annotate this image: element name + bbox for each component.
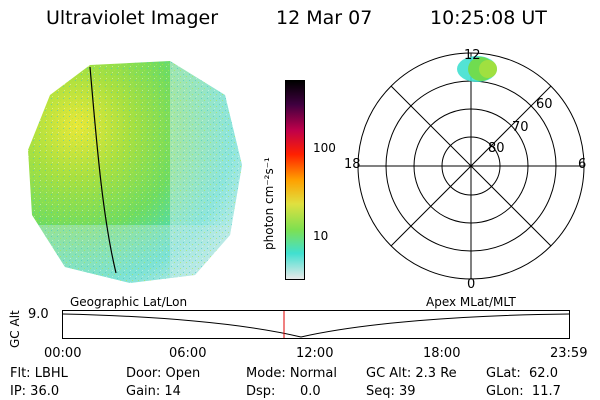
altitude-curve <box>63 313 569 338</box>
timeline-plot <box>62 310 570 339</box>
mode-info: Mode: Normal <box>246 366 337 381</box>
door-info: Door: Open <box>126 366 201 381</box>
glat-info: GLat: 62.0 <box>486 366 558 381</box>
timeline-tick-1800: 18:00 <box>423 346 461 361</box>
polar-plot <box>357 52 585 280</box>
mlt-label-6: 6 <box>578 157 587 172</box>
gc-alt-info: GC Alt: 2.3 Re <box>366 366 457 381</box>
timeline-tick-0600: 06:00 <box>169 346 207 361</box>
instrument-title: Ultraviolet Imager <box>46 7 219 29</box>
mlt-label-12: 12 <box>464 48 481 63</box>
geographic-image <box>28 61 242 283</box>
colorbar <box>285 80 305 280</box>
filter-info: Flt: LBHL <box>10 366 68 381</box>
time-label: 10:25:08 UT <box>430 7 547 29</box>
auroral-blob <box>457 56 497 82</box>
glon-info: GLon: 11.7 <box>486 384 561 399</box>
timeline-right-caption: Apex MLat/MLT <box>426 295 516 309</box>
lat-label-70: 70 <box>512 120 529 135</box>
timeline-tick-0000: 00:00 <box>44 346 82 361</box>
timeline-tick-1200: 12:00 <box>296 346 334 361</box>
gain-info: Gain: 14 <box>126 384 181 399</box>
colorbar-tick-100: 100 <box>313 141 336 155</box>
timeline-yvalue: 9.0 <box>28 307 49 322</box>
timeline-left-caption: Geographic Lat/Lon <box>70 295 188 309</box>
terminator-line <box>89 66 117 274</box>
dsp-value: 0.0 <box>300 384 321 399</box>
timeline-ylabel: GC Alt <box>8 310 22 348</box>
mlt-label-0: 0 <box>467 277 476 292</box>
timeline-tick-2359: 23:59 <box>550 346 588 361</box>
colorbar-label: photon cm⁻²s⁻¹ <box>262 157 276 250</box>
date-label: 12 Mar 07 <box>276 7 373 29</box>
ip-info: IP: 36.0 <box>10 384 60 399</box>
seq-info: Seq: 39 <box>366 384 416 399</box>
colorbar-tick-10: 10 <box>313 229 329 243</box>
lat-label-80: 80 <box>488 141 505 156</box>
lat-label-60: 60 <box>536 97 553 112</box>
mlt-label-18: 18 <box>344 157 361 172</box>
dsp-label: Dsp: <box>246 384 276 399</box>
